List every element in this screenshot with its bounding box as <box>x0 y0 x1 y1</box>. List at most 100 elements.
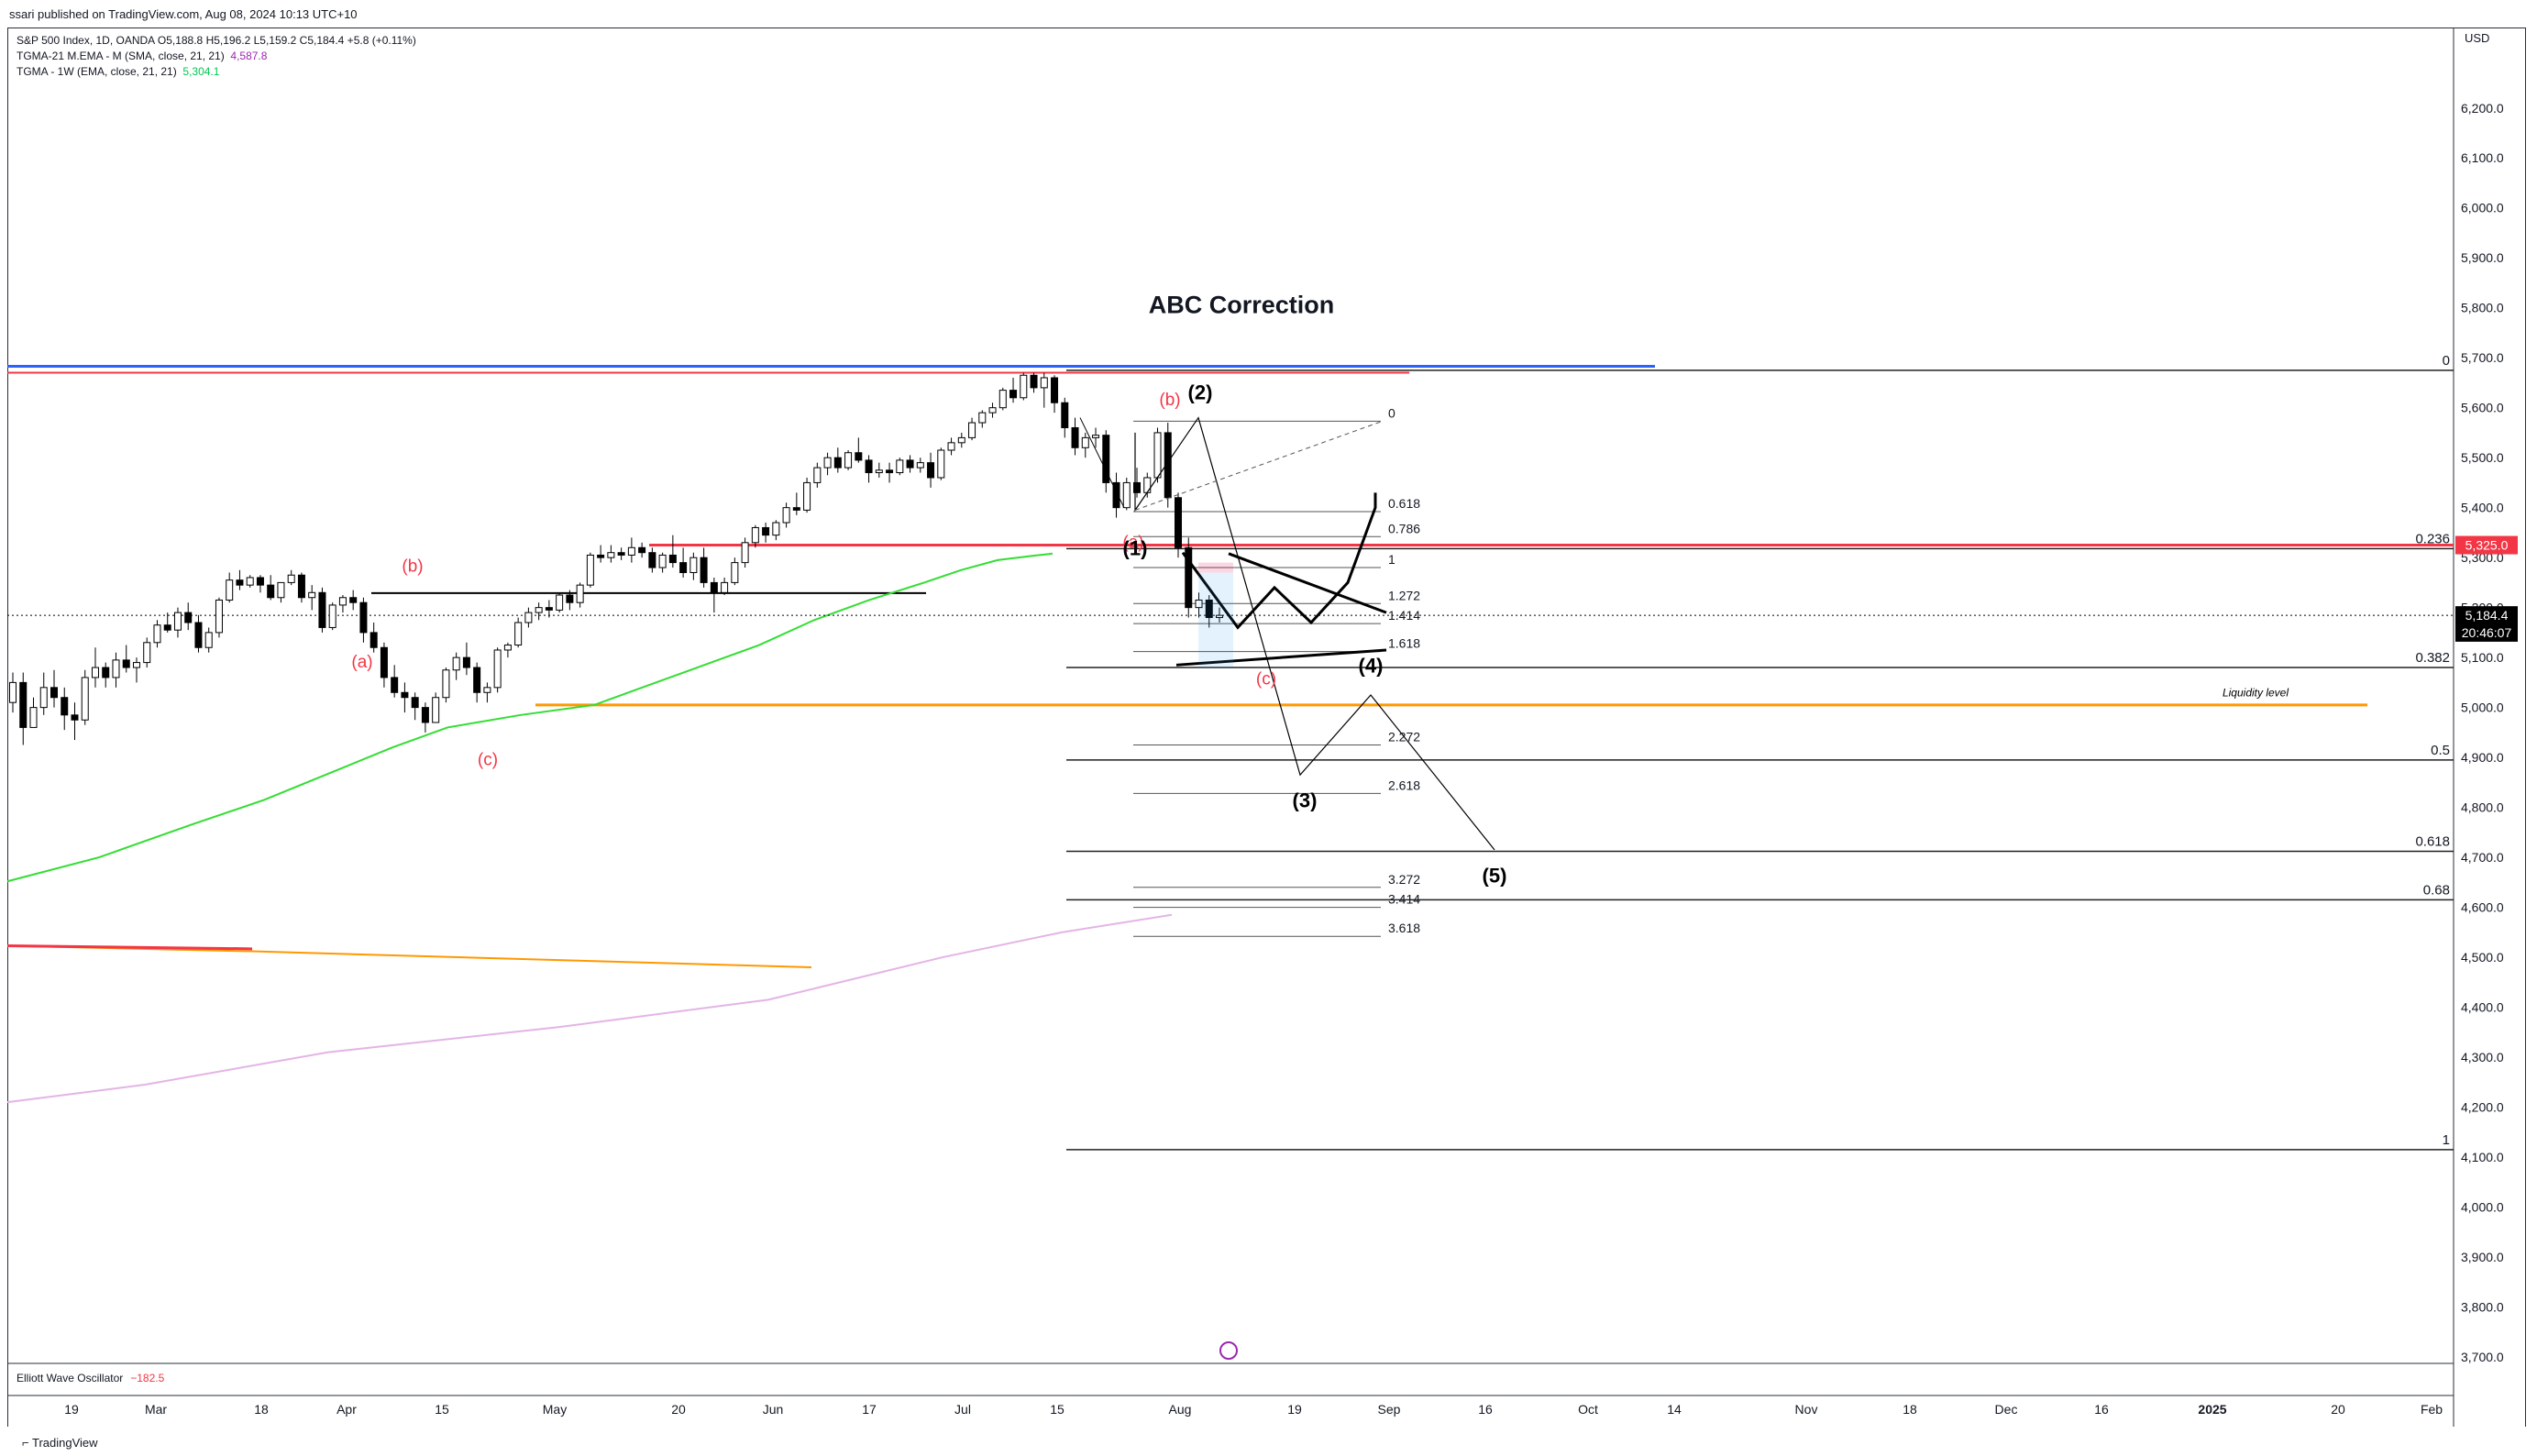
candle-body <box>648 552 656 568</box>
candle-body <box>153 624 161 644</box>
candle-body <box>772 522 780 536</box>
candle-body <box>597 554 605 558</box>
old-average-red-segment <box>6 944 253 951</box>
candle-body <box>762 526 770 536</box>
candle-body <box>751 526 759 544</box>
candle-body <box>236 579 244 586</box>
fib-center-label: 2.618 <box>1388 778 1420 792</box>
fib-right-label: 0.236 <box>2415 531 2450 546</box>
candle-body <box>916 462 924 469</box>
candle-body <box>50 687 58 699</box>
oscillator-value: −182.5 <box>130 1372 165 1384</box>
chart-title: ABC Correction <box>1149 292 1335 319</box>
candle-body <box>173 612 182 631</box>
oscillator-legend[interactable]: Elliott Wave Oscillator −182.5 <box>17 1372 164 1384</box>
candle-body <box>256 577 264 586</box>
ma2-value: 5,304.1 <box>182 65 220 78</box>
candle-body <box>483 687 491 693</box>
candle-body <box>1164 432 1172 499</box>
candle-body <box>1102 435 1110 483</box>
x-tick-label: Mar <box>145 1402 167 1417</box>
position-box <box>1198 572 1233 668</box>
price-label-box <box>2455 535 2518 555</box>
candle-body <box>297 574 305 599</box>
symbol-info[interactable]: S&P 500 Index, 1D, OANDA O5,188.8 H5,196… <box>17 34 416 47</box>
tradingview-logo-icon: ⌐ <box>22 1436 29 1450</box>
oscillator-name: Elliott Wave Oscillator <box>17 1372 124 1384</box>
candle-body <box>813 467 822 483</box>
fib-right-label: 0.68 <box>2423 882 2450 898</box>
x-tick-label: 18 <box>254 1402 269 1417</box>
y-tick-label: 4,300.0 <box>2461 1050 2504 1064</box>
fib-center-label: 3.618 <box>1388 921 1420 935</box>
y-tick-label: 3,700.0 <box>2461 1350 2504 1364</box>
chart-legend: S&P 500 Index, 1D, OANDA O5,188.8 H5,196… <box>17 33 416 80</box>
candle-body <box>906 459 914 469</box>
candle-body <box>226 579 234 601</box>
wave-annotation: (5) <box>1483 864 1507 887</box>
tradingview-brand[interactable]: ⌐ TradingView <box>22 1436 98 1450</box>
y-tick-label: 5,700.0 <box>2461 350 2504 365</box>
candle-body <box>947 442 955 451</box>
y-tick-label: 3,900.0 <box>2461 1250 2504 1264</box>
ma2-legend[interactable]: TGMA - 1W (EMA, close, 21, 21) 5,304.1 <box>17 64 416 80</box>
fib-right-label: 0.5 <box>2431 743 2450 758</box>
candle-body <box>875 469 883 474</box>
candle-body <box>627 546 635 556</box>
x-tick-label: May <box>543 1402 567 1417</box>
fib-center-label: 3.272 <box>1388 872 1420 887</box>
candle-body <box>741 542 749 564</box>
candle-body <box>102 667 110 678</box>
y-tick-label: 6,100.0 <box>2461 150 2504 165</box>
published-text: ssari published on TradingView.com, Aug … <box>9 7 358 21</box>
y-tick-label: 4,100.0 <box>2461 1150 2504 1164</box>
price-label-box <box>2455 606 2518 625</box>
candle-body <box>308 591 316 599</box>
moving-average-line <box>6 913 1173 1104</box>
candle-body <box>855 452 863 461</box>
x-tick-label: 2025 <box>2198 1402 2226 1417</box>
wave-annotation: (c) <box>478 750 498 769</box>
candle-body <box>607 552 615 558</box>
y-tick-label: 3,800.0 <box>2461 1300 2504 1315</box>
candle-body <box>927 462 935 479</box>
y-tick-label: 4,500.0 <box>2461 950 2504 965</box>
y-tick-label: 4,800.0 <box>2461 800 2504 815</box>
y-tick-label: 4,600.0 <box>2461 900 2504 915</box>
candle-body <box>957 436 965 444</box>
x-tick-label: Nov <box>1795 1402 1818 1417</box>
candle-body <box>792 507 800 511</box>
ma1-value: 4,587.8 <box>230 50 268 62</box>
y-tick-label: 6,200.0 <box>2461 101 2504 116</box>
candle-body <box>112 659 120 678</box>
position-box-risk <box>1198 562 1233 573</box>
candle-body <box>71 714 79 721</box>
y-tick-label: 5,000.0 <box>2461 700 2504 715</box>
candle-body <box>586 554 594 586</box>
fib-center-label: 0 <box>1388 405 1395 420</box>
candle-body <box>81 677 89 721</box>
candle-body <box>1040 377 1048 389</box>
fib-center-label: 1.618 <box>1388 636 1420 651</box>
candle-body <box>287 574 295 583</box>
candle-body <box>1216 614 1223 619</box>
y-tick-label: 6,000.0 <box>2461 201 2504 215</box>
candle-body <box>731 562 739 583</box>
fib-center-label: 0.786 <box>1388 521 1420 535</box>
ma1-legend[interactable]: TGMA-21 M.EMA - M (SMA, close, 21, 21) 4… <box>17 49 416 64</box>
x-tick-label: Apr <box>336 1402 357 1417</box>
wave-annotation: (2) <box>1188 381 1213 403</box>
currency-label[interactable]: USD <box>2465 31 2490 45</box>
footer-bar: ⌐ TradingView <box>0 1427 2537 1456</box>
candle-body <box>163 624 171 631</box>
candle-body <box>865 459 873 474</box>
x-tick-label: 14 <box>1667 1402 1682 1417</box>
candle-body <box>896 459 904 474</box>
candle-body <box>576 584 584 603</box>
brand-text: TradingView <box>31 1436 98 1450</box>
elliott-wave-path <box>1134 416 1495 851</box>
candle-body <box>473 667 481 693</box>
fib-center-label: 1.272 <box>1388 588 1420 602</box>
candle-body <box>844 452 853 469</box>
